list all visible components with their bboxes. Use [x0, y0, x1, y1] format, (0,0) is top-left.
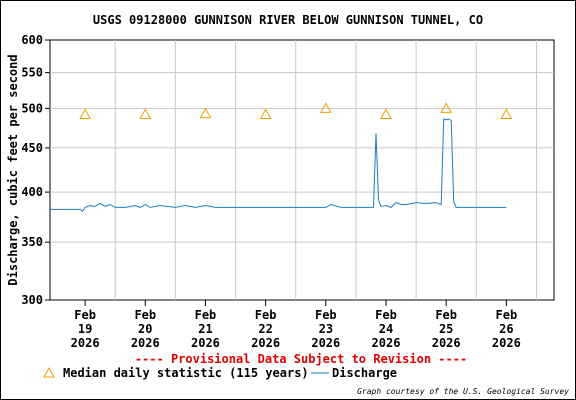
- plot-border: [49, 39, 555, 301]
- y-tick-label: 350: [21, 235, 43, 249]
- x-tick-label-line1: Feb: [375, 308, 397, 322]
- usgs-credit: Graph courtesy of the U.S. Geological Su…: [357, 387, 569, 396]
- y-axis-label: Discharge, cubic feet per second: [6, 54, 20, 285]
- x-tick-label-line1: Feb: [134, 308, 156, 322]
- median-point: [139, 108, 152, 119]
- x-tick-label-line2: 26: [499, 322, 513, 336]
- x-tick-label-line2: 25: [439, 322, 453, 336]
- y-tick-label: 500: [21, 101, 43, 115]
- x-tick-label-line3: 2026: [71, 336, 100, 350]
- x-tick-label-line3: 2026: [131, 336, 160, 350]
- chart-title: USGS 09128000 GUNNISON RIVER BELOW GUNNI…: [93, 13, 483, 27]
- x-tick-label-line1: Feb: [315, 308, 337, 322]
- median-point: [259, 108, 272, 119]
- x-tick-label-line3: 2026: [492, 336, 521, 350]
- y-axis-ticks: 300 350 400 450 500 550 600: [21, 33, 50, 307]
- x-tick-label-line2: 24: [379, 322, 393, 336]
- x-tick-label-line2: 23: [319, 322, 333, 336]
- legend-median-marker: [43, 366, 55, 378]
- median-point: [319, 102, 332, 113]
- y-tick-label: 300: [21, 293, 43, 307]
- y-tick-label: 600: [21, 33, 43, 47]
- legend-median-label: Median daily statistic (115 years): [63, 366, 309, 380]
- median-point: [79, 108, 91, 119]
- x-tick-label-line3: 2026: [311, 336, 340, 350]
- x-axis-ticks: Feb192026Feb202026Feb212026Feb222026Feb2…: [71, 300, 521, 350]
- x-tick-label-line1: Feb: [496, 308, 518, 322]
- median-point: [440, 102, 453, 113]
- x-tick-label-line1: Feb: [195, 308, 217, 322]
- x-tick-label-line3: 2026: [191, 336, 220, 350]
- x-tick-label-line1: Feb: [435, 308, 457, 322]
- x-tick-label-line1: Feb: [74, 308, 96, 322]
- chart-marks: [50, 102, 513, 213]
- x-tick-label-line3: 2026: [251, 336, 280, 350]
- x-tick-label-line1: Feb: [255, 308, 277, 322]
- x-tick-label-line2: 22: [258, 322, 272, 336]
- x-tick-label-line2: 19: [78, 322, 92, 336]
- x-tick-label-line2: 21: [198, 322, 212, 336]
- y-tick-label: 400: [21, 185, 43, 199]
- median-point: [199, 107, 212, 119]
- legend-discharge-label: Discharge: [332, 366, 397, 380]
- discharge-series-line: [50, 118, 507, 213]
- provisional-note: ---- Provisional Data Subject to Revisio…: [135, 352, 467, 366]
- x-tick-label-line3: 2026: [432, 336, 461, 350]
- x-tick-label-line2: 20: [138, 322, 152, 336]
- x-tick-label-line3: 2026: [372, 336, 401, 350]
- y-tick-label: 550: [21, 66, 43, 80]
- grid-lines: [50, 40, 554, 300]
- y-tick-label: 450: [21, 141, 43, 155]
- median-point: [380, 108, 392, 119]
- legend: Median daily statistic (115 years) Disch…: [43, 366, 397, 380]
- median-point: [500, 108, 513, 119]
